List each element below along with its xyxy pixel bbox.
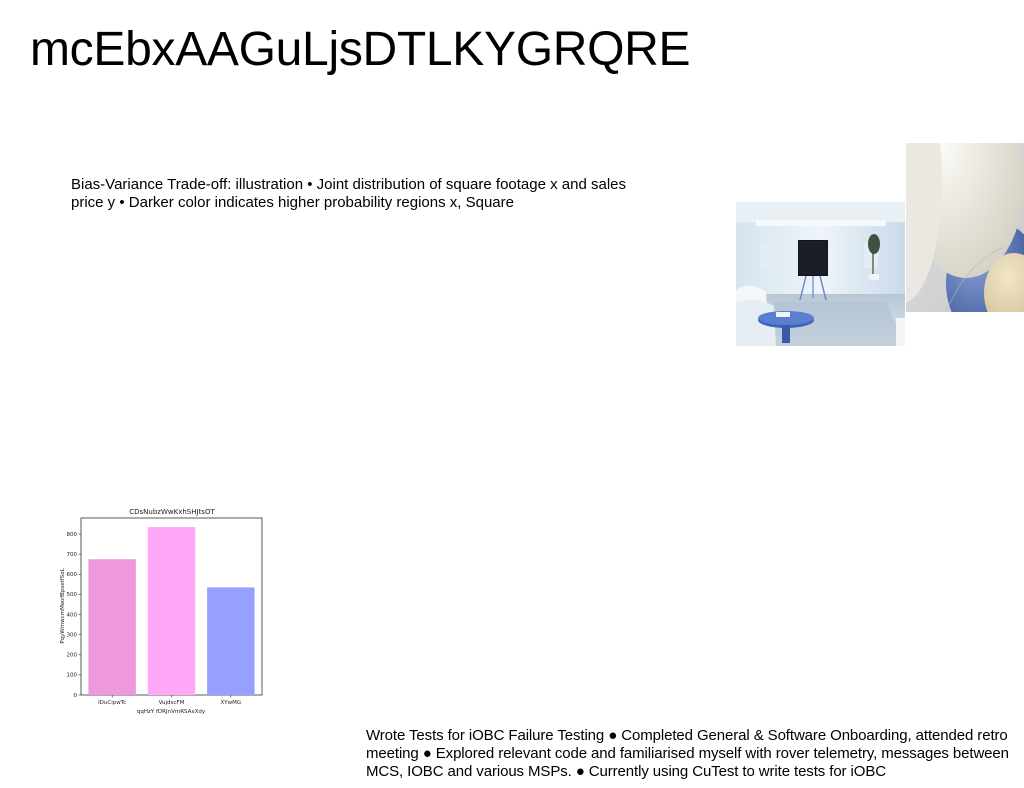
bar [88, 559, 136, 695]
x-tick-label: VujdscFM [159, 700, 185, 706]
y-tick-label: 600 [67, 572, 78, 578]
y-axis: 0 100 200 300 400 500 600 700 800 [67, 532, 81, 699]
x-tick-label: XYwMG [221, 700, 242, 706]
x-tick-label: lDuCipwTc [98, 700, 126, 706]
bars [88, 527, 255, 695]
page-title: mcEbxAAGuLjsDTLKYGRQRE [30, 23, 691, 76]
bias-variance-paragraph: Bias-Variance Trade-off: illustration • … [71, 176, 626, 211]
x-axis-label: qqHzY fDRJnVmRSAxXdy [137, 709, 206, 715]
iobc-testing-paragraph: Wrote Tests for iOBC Failure Testing ● C… [366, 727, 1009, 780]
bar [147, 527, 196, 695]
bar-chart: CDsNubzWwKxhSHJtsOT 0 100 200 300 400 500 600 7… [56, 504, 268, 718]
y-tick-label: 700 [67, 552, 78, 558]
x-axis: lDuCipwTc VujdscFM XYwMG [98, 695, 241, 706]
y-axis-label: PqyWmwcmMwzfBpsetfSoL [60, 567, 66, 643]
y-tick-label: 100 [67, 673, 78, 679]
living-room-photo [736, 202, 905, 346]
chart-title: CDsNubzWwKxhSHJtsOT [129, 508, 215, 516]
y-tick-label: 400 [67, 612, 78, 618]
bar [207, 587, 255, 695]
y-tick-label: 300 [67, 632, 78, 638]
y-tick-label: 500 [67, 592, 78, 598]
abstract-spheres-photo [906, 143, 1024, 312]
y-tick-label: 200 [67, 653, 78, 659]
y-tick-label: 800 [67, 532, 78, 538]
y-tick-label: 0 [74, 693, 78, 699]
